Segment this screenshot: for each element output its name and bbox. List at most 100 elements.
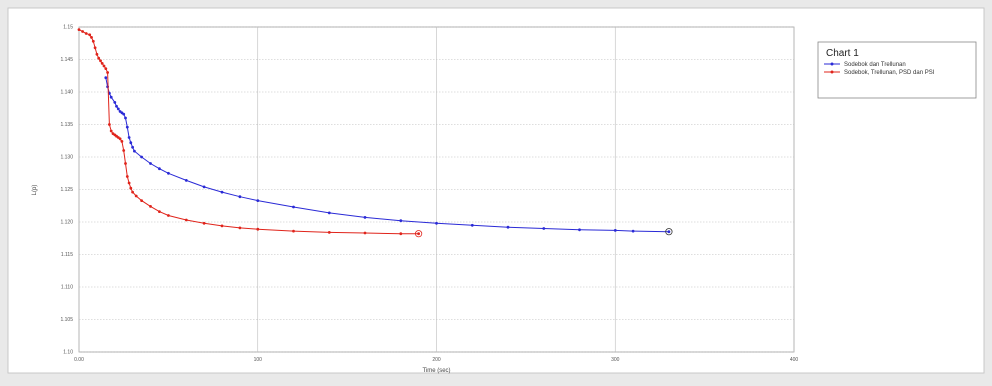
- data-point: [106, 71, 109, 74]
- y-tick-label: 1.15: [63, 25, 73, 31]
- y-tick-label: 1.130: [60, 155, 73, 161]
- data-point: [220, 190, 224, 194]
- x-axis-ticks: 0.00 100 200 300 400: [74, 357, 798, 363]
- data-point: [149, 205, 152, 208]
- data-point: [292, 205, 295, 209]
- y-tick-label: 1.10: [63, 350, 73, 356]
- data-point: [120, 140, 124, 143]
- data-point: [613, 229, 617, 232]
- data-point: [417, 232, 420, 236]
- legend-swatch-marker: [830, 62, 834, 66]
- data-point: [131, 190, 135, 194]
- data-point: [184, 179, 188, 182]
- data-point: [140, 199, 144, 203]
- data-point: [327, 211, 331, 215]
- data-point: [435, 221, 438, 225]
- data-point: [158, 167, 161, 171]
- data-point: [140, 155, 144, 159]
- data-point: [84, 32, 88, 35]
- data-point: [667, 230, 671, 234]
- legend-entry-label: Sodebok dan Trellunan: [844, 62, 906, 68]
- legend: Chart 1 Sodebok dan Trellunan Sodebok, Tr…: [817, 41, 977, 99]
- y-tick-label: 1.145: [60, 57, 73, 63]
- data-point: [470, 223, 474, 227]
- y-axis-ticks: 1.10 1.105 1.110 1.115 1.120 1.125 1.130 1.135 1…: [60, 25, 73, 356]
- data-point: [167, 214, 170, 217]
- data-point: [238, 226, 242, 230]
- data-point: [129, 141, 133, 145]
- data-point: [256, 199, 260, 203]
- y-tick-label: 1.115: [61, 252, 73, 258]
- data-point: [90, 36, 93, 39]
- data-point: [134, 194, 138, 198]
- legend-entry-label: Sodebok, Trellunan, PSD dan PSI: [844, 70, 935, 76]
- data-point: [133, 149, 136, 153]
- data-point: [363, 216, 367, 219]
- data-point: [578, 228, 581, 232]
- data-point: [125, 125, 129, 129]
- data-point: [108, 123, 111, 126]
- data-point: [124, 162, 127, 165]
- data-point: [399, 219, 403, 223]
- data-point: [93, 46, 97, 50]
- data-point: [102, 64, 106, 68]
- data-point: [88, 33, 92, 37]
- legend-title: Chart 1: [826, 48, 859, 59]
- series-layer: [77, 28, 673, 238]
- data-point: [131, 145, 135, 149]
- data-point: [363, 231, 367, 235]
- y-tick-label: 1.105: [60, 317, 73, 323]
- data-point: [167, 171, 170, 175]
- data-point: [238, 195, 242, 199]
- data-point: [399, 232, 403, 236]
- data-point: [95, 52, 99, 56]
- data-point: [109, 95, 113, 99]
- data-point: [631, 229, 635, 233]
- x-tick-label: 100: [254, 357, 263, 363]
- y-axis-label: L(p): [32, 185, 38, 196]
- data-point: [104, 67, 108, 70]
- data-point: [149, 162, 152, 165]
- data-point: [122, 149, 126, 152]
- data-point: [327, 231, 331, 234]
- x-tick-label: 400: [790, 357, 799, 363]
- data-point: [542, 227, 546, 230]
- data-point: [202, 221, 206, 225]
- legend-swatch-marker: [830, 70, 834, 74]
- data-point: [292, 229, 295, 233]
- data-point: [116, 107, 120, 111]
- data-point: [184, 218, 188, 222]
- data-point: [158, 210, 161, 214]
- data-point: [202, 185, 206, 189]
- data-point: [81, 30, 84, 33]
- data-point: [91, 39, 95, 43]
- x-axis-label: Time (sec): [422, 368, 450, 374]
- x-tick-label: 300: [611, 357, 620, 363]
- data-point: [129, 186, 133, 190]
- data-point: [124, 116, 127, 120]
- end-marker: [665, 228, 673, 236]
- legend-entries: Sodebok dan Trellunan Sodebok, Trellunan,…: [824, 62, 935, 76]
- data-point: [127, 136, 131, 139]
- series-1: [104, 76, 673, 236]
- data-point: [104, 76, 108, 80]
- y-tick-label: 1.140: [60, 90, 73, 96]
- data-point: [77, 28, 81, 31]
- y-tick-label: 1.110: [61, 285, 73, 291]
- y-tick-label: 1.125: [60, 187, 73, 193]
- data-point: [100, 62, 104, 65]
- data-point: [113, 101, 117, 104]
- data-point: [122, 112, 126, 116]
- y-tick-label: 1.135: [60, 122, 73, 128]
- legend-box: [817, 41, 977, 99]
- data-point: [97, 56, 101, 60]
- x-tick-label: 200: [432, 357, 441, 363]
- y-tick-label: 1.120: [60, 220, 73, 226]
- data-point: [220, 224, 224, 228]
- data-point: [506, 225, 510, 229]
- data-point: [99, 59, 102, 63]
- data-point: [109, 129, 113, 133]
- x-tick-label: 0.00: [74, 357, 84, 363]
